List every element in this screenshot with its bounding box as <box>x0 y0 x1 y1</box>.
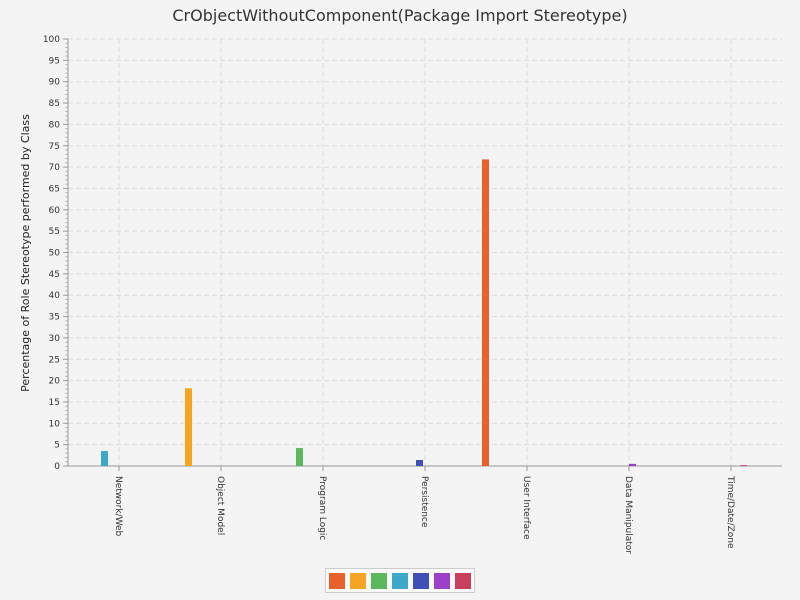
bar <box>185 388 192 466</box>
x-category-label: User Interface <box>521 476 531 540</box>
y-tick-label: 25 <box>49 355 60 365</box>
y-tick-label: 80 <box>49 120 61 130</box>
x-category-label: Network/Web <box>113 476 123 537</box>
y-tick-label: 20 <box>49 377 61 387</box>
legend-swatch <box>434 572 450 589</box>
bars <box>101 159 747 466</box>
x-category-label: Data Manipulator <box>623 476 633 554</box>
x-category-label: Time/Date/Zone <box>725 475 735 549</box>
legend <box>325 568 475 593</box>
y-tick-label: 10 <box>49 419 61 429</box>
bar <box>101 451 108 466</box>
axes <box>63 38 782 471</box>
y-tick-label: 30 <box>49 334 61 344</box>
grid-lines <box>68 38 782 466</box>
y-tick-label: 55 <box>49 227 60 237</box>
y-tick-label: 75 <box>49 142 60 152</box>
bar <box>740 465 747 466</box>
legend-swatch <box>455 572 471 589</box>
x-category-label: Program Logic <box>317 476 327 540</box>
y-tick-label: 5 <box>54 441 60 451</box>
y-tick-label: 40 <box>49 291 61 301</box>
legend-swatch <box>392 572 408 589</box>
y-tick-label: 90 <box>49 78 61 88</box>
y-tick-label: 70 <box>49 163 61 173</box>
bar <box>629 463 636 466</box>
legend-swatch <box>329 572 345 589</box>
y-tick-label: 15 <box>49 398 60 408</box>
x-category-label: Persistence <box>419 476 429 528</box>
legend-swatch <box>371 572 387 589</box>
axis-labels: 0 5 10 15 20 25 30 35 40 45 50 55 60 65 70 75 80 85 90 95 10… <box>43 35 735 554</box>
x-category-label: Object Model <box>215 476 225 535</box>
y-tick-label: 95 <box>49 56 60 66</box>
chart-title: CrObjectWithoutComponent(Package Import … <box>172 6 628 25</box>
y-tick-label: 100 <box>43 35 60 45</box>
y-tick-label: 85 <box>49 99 60 109</box>
y-tick-label: 45 <box>49 270 60 280</box>
y-tick-label: 35 <box>49 313 60 323</box>
y-tick-label: 60 <box>49 206 61 216</box>
legend-swatch <box>350 572 366 589</box>
y-axis-title: Percentage of Role Stereotype performed … <box>19 114 32 392</box>
y-tick-label: 50 <box>49 249 61 259</box>
y-tick-label: 0 <box>54 462 60 472</box>
legend-swatch <box>413 572 429 589</box>
bar <box>416 460 423 466</box>
bar <box>296 448 303 466</box>
y-tick-label: 65 <box>49 184 60 194</box>
bar <box>482 159 489 466</box>
